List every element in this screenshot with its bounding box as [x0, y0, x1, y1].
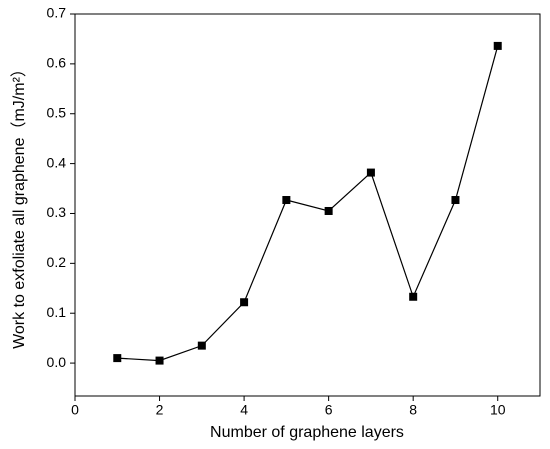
- plot-frame: [74, 13, 541, 397]
- x-axis-label: Number of graphene layers: [210, 424, 404, 441]
- marker: [155, 356, 164, 365]
- x-tick-label: 4: [240, 402, 248, 418]
- y-axis-label: Work to exfoliate all graphene（mJ/m²）: [10, 61, 28, 349]
- x-tick-label: 10: [490, 402, 506, 418]
- marker: [409, 292, 418, 301]
- marker: [451, 196, 460, 205]
- marker: [324, 206, 333, 215]
- marker: [113, 354, 122, 363]
- x-tick-label: 8: [409, 402, 417, 418]
- y-tick-label: 0.7: [47, 5, 67, 21]
- y-tick-label: 0.4: [47, 154, 67, 170]
- marker: [197, 341, 206, 350]
- y-tick-label: 0.3: [47, 204, 67, 220]
- y-tick-label: 0.0: [47, 354, 67, 370]
- marker: [366, 168, 375, 177]
- y-tick-label: 0.5: [47, 104, 67, 120]
- marker: [240, 298, 249, 307]
- marker: [282, 196, 291, 205]
- marker: [493, 41, 502, 50]
- y-tick-label: 0.2: [47, 254, 67, 270]
- y-tick-label: 0.6: [47, 55, 67, 71]
- x-tick-label: 2: [156, 402, 164, 418]
- y-tick-label: 0.1: [47, 304, 67, 320]
- x-tick-label: 0: [71, 402, 79, 418]
- x-tick-label: 6: [325, 402, 333, 418]
- series-line: [117, 45, 499, 362]
